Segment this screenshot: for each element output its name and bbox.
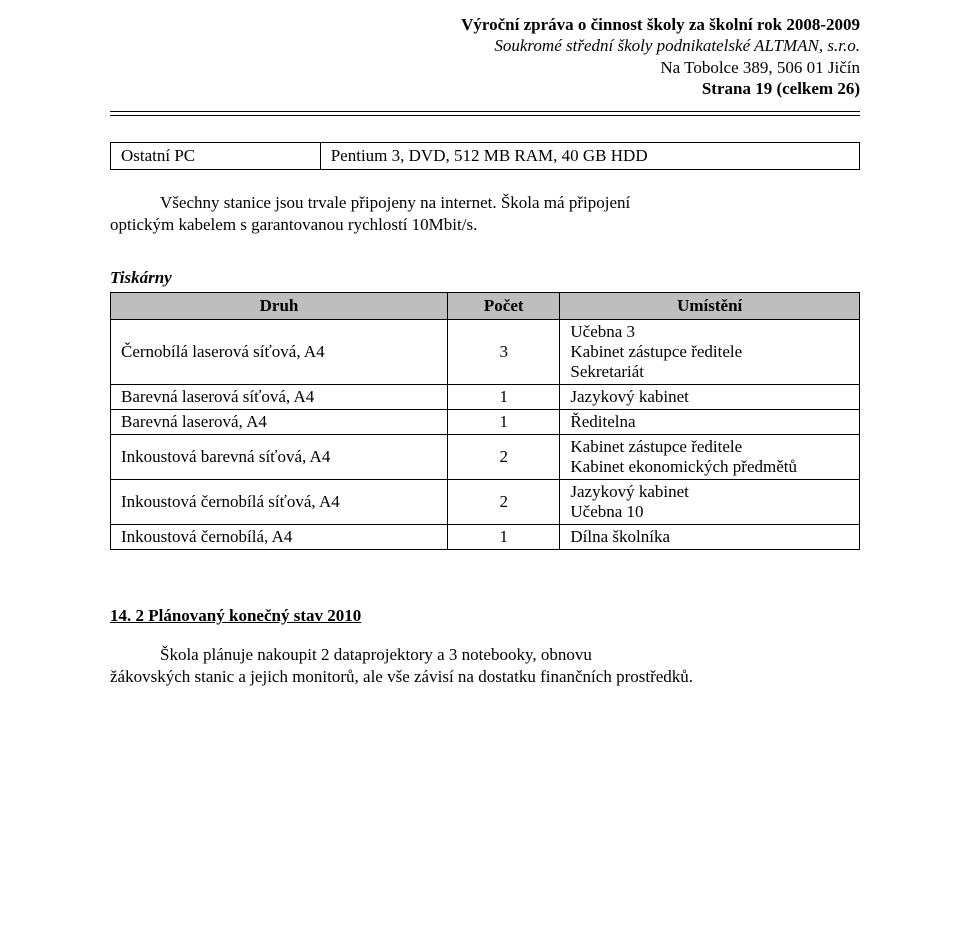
body-paragraph-1: Všechny stanice jsou trvale připojeny na… (110, 192, 860, 236)
body-line: Všechny stanice jsou trvale připojeny na… (110, 192, 860, 214)
pc-spec-table: Ostatní PC Pentium 3, DVD, 512 MB RAM, 4… (110, 142, 860, 170)
table-row: Inkoustová černobílá, A4 1 Dílna školník… (111, 525, 860, 550)
table-row: Barevná laserová, A4 1 Ředitelna (111, 410, 860, 435)
page-header: Výroční zpráva o činnost školy za školní… (110, 14, 860, 99)
table-row: Inkoustová barevná síťová, A4 2 Kabinet … (111, 435, 860, 480)
printer-place: Jazykový kabinet (560, 385, 860, 410)
printer-place: Jazykový kabinetUčebna 10 (560, 480, 860, 525)
col-header-kind: Druh (111, 293, 448, 320)
table-row: Ostatní PC Pentium 3, DVD, 512 MB RAM, 4… (111, 143, 860, 170)
pc-name-cell: Ostatní PC (111, 143, 321, 170)
printer-kind: Inkoustová černobílá, A4 (111, 525, 448, 550)
printer-count: 1 (448, 410, 560, 435)
printer-count: 1 (448, 385, 560, 410)
printer-kind: Barevná laserová síťová, A4 (111, 385, 448, 410)
printer-count: 2 (448, 480, 560, 525)
header-page-number: Strana 19 (celkem 26) (110, 78, 860, 99)
printers-table: Druh Počet Umístění Černobílá laserová s… (110, 292, 860, 550)
printer-place: Ředitelna (560, 410, 860, 435)
printer-place: Kabinet zástupce řediteleKabinet ekonomi… (560, 435, 860, 480)
printer-kind: Barevná laserová, A4 (111, 410, 448, 435)
printers-heading: Tiskárny (110, 268, 860, 288)
header-subtitle: Soukromé střední školy podnikatelské ALT… (110, 35, 860, 56)
table-row: Barevná laserová síťová, A4 1 Jazykový k… (111, 385, 860, 410)
printer-count: 2 (448, 435, 560, 480)
printer-place: Učebna 3Kabinet zástupce řediteleSekreta… (560, 320, 860, 385)
body-line: Škola plánuje nakoupit 2 dataprojektory … (110, 644, 860, 666)
printer-count: 1 (448, 525, 560, 550)
col-header-place: Umístění (560, 293, 860, 320)
header-divider (110, 111, 860, 116)
body-line: žákovských stanic a jejich monitorů, ale… (110, 666, 860, 688)
table-row: Černobílá laserová síťová, A4 3 Učebna 3… (111, 320, 860, 385)
header-title: Výroční zpráva o činnost školy za školní… (110, 14, 860, 35)
printer-kind: Inkoustová černobílá síťová, A4 (111, 480, 448, 525)
section-14-2-paragraph: Škola plánuje nakoupit 2 dataprojektory … (110, 644, 860, 688)
printer-place: Dílna školníka (560, 525, 860, 550)
section-14-2-heading: 14. 2 Plánovaný konečný stav 2010 (110, 606, 860, 626)
table-row: Inkoustová černobílá síťová, A4 2 Jazyko… (111, 480, 860, 525)
header-address: Na Tobolce 389, 506 01 Jičín (110, 57, 860, 78)
col-header-count: Počet (448, 293, 560, 320)
printer-kind: Černobílá laserová síťová, A4 (111, 320, 448, 385)
pc-spec-cell: Pentium 3, DVD, 512 MB RAM, 40 GB HDD (320, 143, 859, 170)
body-line: optickým kabelem s garantovanou rychlost… (110, 214, 860, 236)
printer-kind: Inkoustová barevná síťová, A4 (111, 435, 448, 480)
table-header-row: Druh Počet Umístění (111, 293, 860, 320)
printer-count: 3 (448, 320, 560, 385)
document-page: Výroční zpráva o činnost školy za školní… (0, 0, 960, 930)
